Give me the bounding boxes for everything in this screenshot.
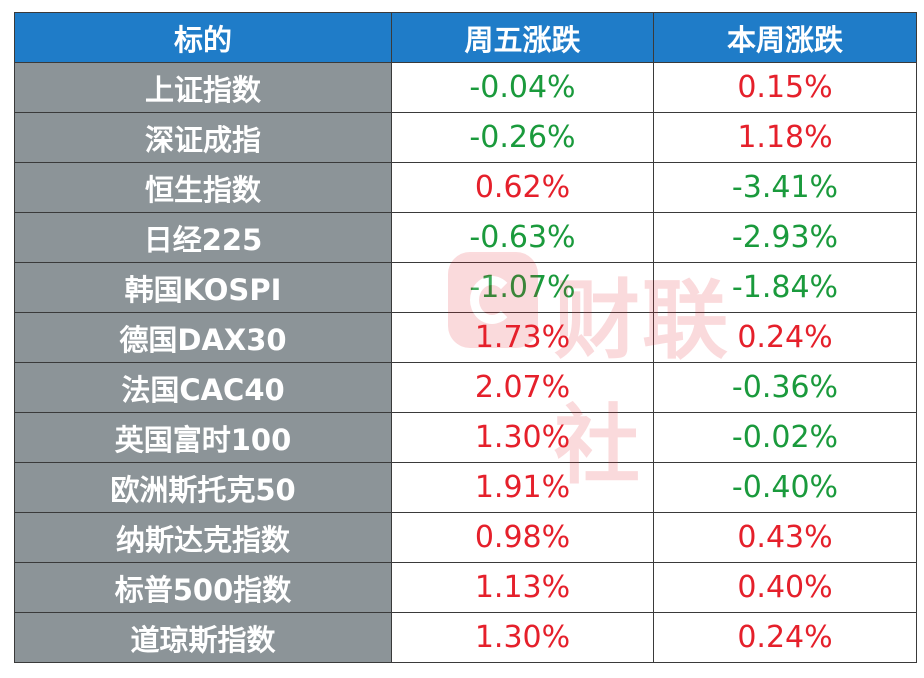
instrument-name: 欧洲斯托克50: [14, 462, 392, 513]
table-row: 恒生指数 0.62% -3.41%: [14, 162, 917, 213]
weekly-change: 0.40%: [653, 562, 917, 613]
instrument-name: 德国DAX30: [14, 312, 392, 363]
weekly-change: 0.15%: [653, 62, 917, 113]
friday-change: 2.07%: [391, 362, 654, 413]
weekly-change: 0.24%: [653, 612, 917, 663]
table-row: 日经225 -0.63% -2.93%: [14, 212, 917, 263]
instrument-name: 上证指数: [14, 62, 392, 113]
instrument-name: 韩国KOSPI: [14, 262, 392, 313]
instrument-name: 道琼斯指数: [14, 612, 392, 663]
friday-change: 1.91%: [391, 462, 654, 513]
friday-change: 1.30%: [391, 612, 654, 663]
weekly-change: -1.84%: [653, 262, 917, 313]
friday-change: 1.73%: [391, 312, 654, 363]
table-row: 英国富时100 1.30% -0.02%: [14, 412, 917, 463]
instrument-name: 深证成指: [14, 112, 392, 163]
table-row: 纳斯达克指数 0.98% 0.43%: [14, 512, 917, 563]
table-row: 德国DAX30 1.73% 0.24%: [14, 312, 917, 363]
table-row: 道琼斯指数 1.30% 0.24%: [14, 612, 917, 663]
header-friday-change: 周五涨跌: [391, 12, 654, 63]
friday-change: -0.63%: [391, 212, 654, 263]
friday-change: 1.13%: [391, 562, 654, 613]
weekly-change: 1.18%: [653, 112, 917, 163]
instrument-name: 日经225: [14, 212, 392, 263]
weekly-change: -3.41%: [653, 162, 917, 213]
instrument-name: 恒生指数: [14, 162, 392, 213]
instrument-name: 标普500指数: [14, 562, 392, 613]
weekly-change: -0.02%: [653, 412, 917, 463]
table-row: 上证指数 -0.04% 0.15%: [14, 62, 917, 113]
table-row: 标普500指数 1.13% 0.40%: [14, 562, 917, 613]
weekly-change: -0.36%: [653, 362, 917, 413]
header-instrument: 标的: [14, 12, 392, 63]
friday-change: -1.07%: [391, 262, 654, 313]
table-row: 欧洲斯托克50 1.91% -0.40%: [14, 462, 917, 513]
index-performance-table: 标的 周五涨跌 本周涨跌 上证指数 -0.04% 0.15% 深证成指 -0.26% 1.…: [14, 12, 917, 663]
instrument-name: 法国CAC40: [14, 362, 392, 413]
weekly-change: -2.93%: [653, 212, 917, 263]
instrument-name: 英国富时100: [14, 412, 392, 463]
weekly-change: -0.40%: [653, 462, 917, 513]
table-row: 深证成指 -0.26% 1.18%: [14, 112, 917, 163]
weekly-change: 0.43%: [653, 512, 917, 563]
weekly-change: 0.24%: [653, 312, 917, 363]
friday-change: 1.30%: [391, 412, 654, 463]
header-row: 标的 周五涨跌 本周涨跌: [14, 12, 917, 63]
friday-change: -0.04%: [391, 62, 654, 113]
header-weekly-change: 本周涨跌: [653, 12, 917, 63]
friday-change: 0.62%: [391, 162, 654, 213]
table-row: 法国CAC40 2.07% -0.36%: [14, 362, 917, 413]
table-row: 韩国KOSPI -1.07% -1.84%: [14, 262, 917, 313]
friday-change: 0.98%: [391, 512, 654, 563]
friday-change: -0.26%: [391, 112, 654, 163]
instrument-name: 纳斯达克指数: [14, 512, 392, 563]
